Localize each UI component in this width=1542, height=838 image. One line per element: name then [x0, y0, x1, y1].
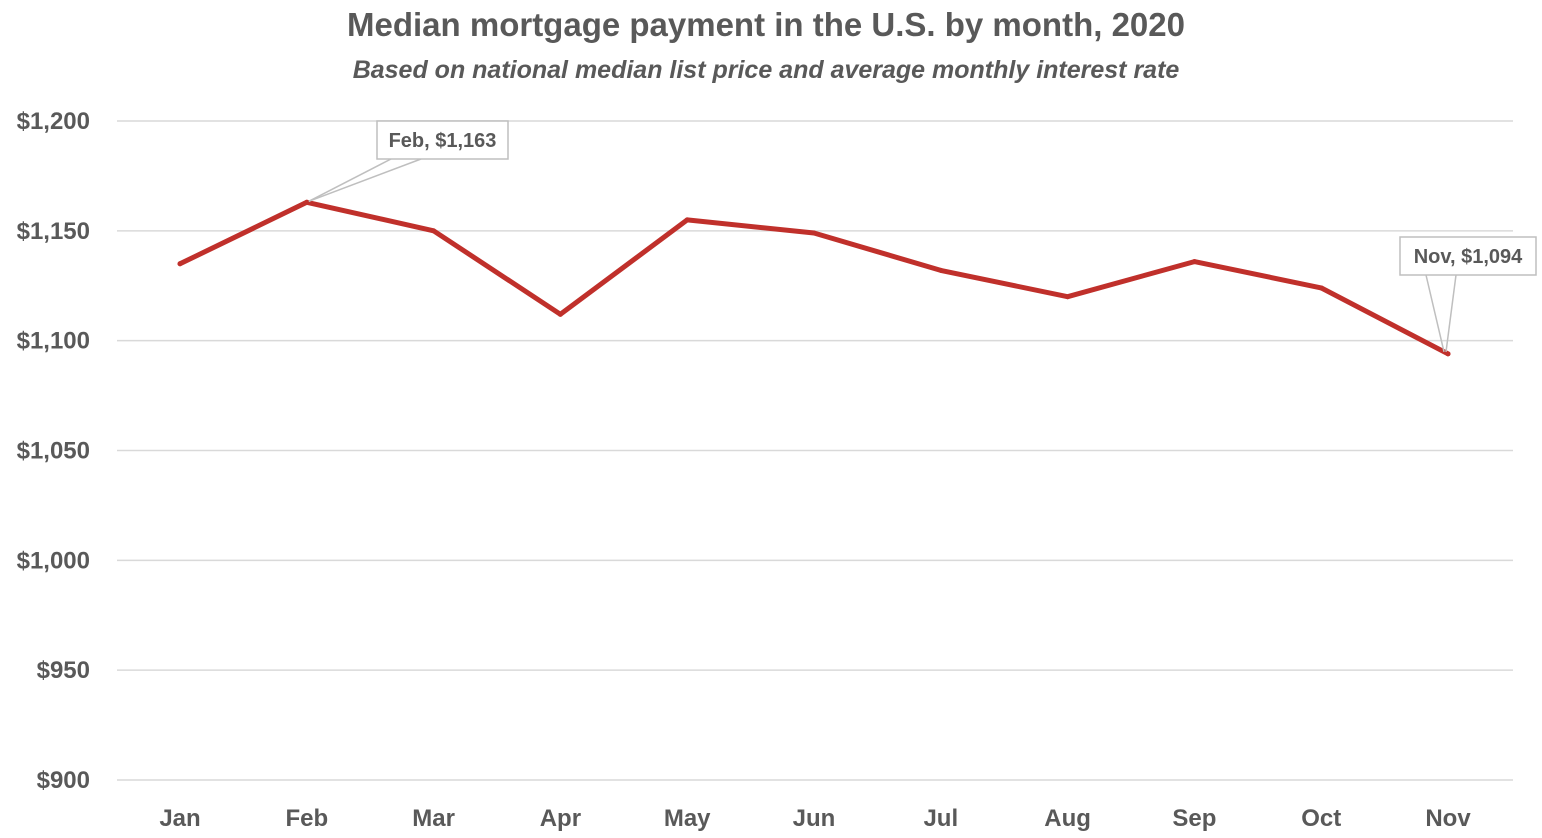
x-axis-tick-labels: Jan Feb Mar Apr May Jun Jul Aug Sep Oct Nov: [159, 805, 1471, 832]
data-point: [938, 267, 944, 273]
data-point: [811, 230, 817, 236]
y-tick-label: $1,050: [17, 438, 90, 465]
series-layer: [177, 199, 1451, 357]
gridlines: [117, 120, 1513, 781]
callout-label: Feb, $1,163: [389, 130, 497, 152]
data-point: [1191, 259, 1197, 265]
data-point: [1445, 351, 1451, 357]
callout-box: [1399, 236, 1537, 276]
data-point: [431, 228, 437, 234]
y-tick-label: $1,150: [17, 218, 90, 245]
x-tick-label: Jan: [159, 805, 200, 832]
x-tick-label: Jul: [923, 805, 958, 832]
chart-subtitle: Based on national median list price and …: [353, 56, 1180, 84]
data-point: [1318, 285, 1324, 291]
x-tick-label: Oct: [1301, 805, 1341, 832]
callout-leader: [1445, 274, 1457, 352]
callout-box: [376, 120, 509, 160]
x-tick-label: Sep: [1172, 805, 1216, 832]
x-tick-label: Apr: [540, 805, 581, 832]
callout-leader: [1425, 274, 1445, 353]
y-axis-tick-labels: $900 $950 $1,000 $1,050 $1,100 $1,150 $1,200: [17, 108, 90, 794]
callout-leader: [308, 158, 422, 202]
annotation-callouts: Feb, $1,163 Nov, $1,094: [308, 120, 1537, 353]
callout-label: Nov, $1,094: [1414, 246, 1523, 268]
x-tick-label: Feb: [285, 805, 328, 832]
series-line: [177, 199, 1451, 357]
y-tick-label: $1,000: [17, 547, 90, 574]
callout-leader: [308, 158, 392, 202]
x-tick-label: May: [664, 805, 711, 832]
annotation-callout: Nov, $1,094: [1399, 236, 1537, 353]
y-tick-label: $1,200: [17, 108, 90, 135]
data-point: [177, 261, 183, 267]
y-tick-label: $950: [37, 657, 90, 684]
y-tick-label: $900: [37, 767, 90, 794]
x-tick-label: Nov: [1425, 805, 1471, 832]
y-tick-label: $1,100: [17, 328, 90, 355]
data-point: [684, 217, 690, 223]
x-tick-label: Jun: [793, 805, 836, 832]
data-point: [304, 199, 310, 205]
data-point: [1065, 294, 1071, 300]
annotation-callout: Feb, $1,163: [308, 120, 509, 202]
x-tick-label: Mar: [412, 805, 455, 832]
chart-title: Median mortgage payment in the U.S. by m…: [347, 6, 1185, 43]
data-point: [557, 311, 563, 317]
x-tick-label: Aug: [1044, 805, 1091, 832]
